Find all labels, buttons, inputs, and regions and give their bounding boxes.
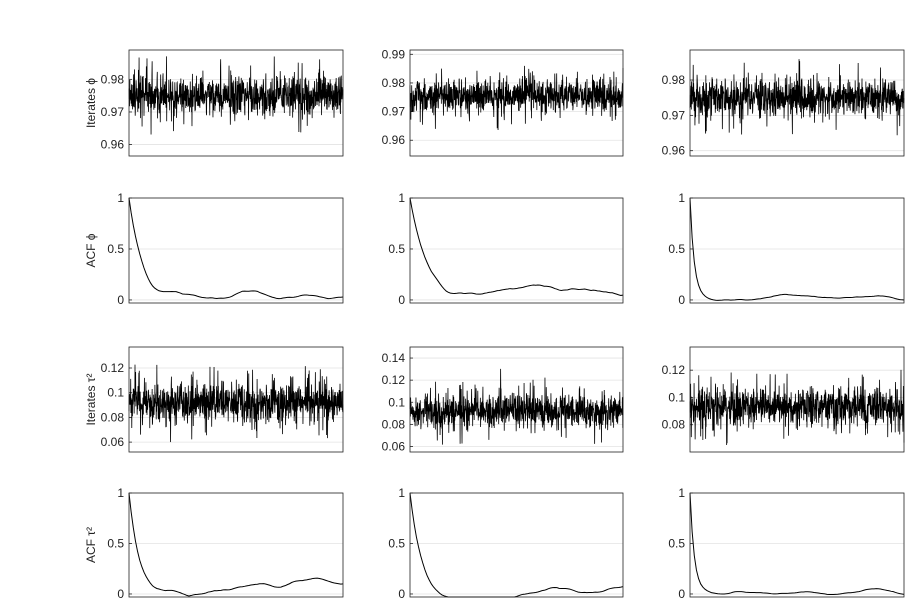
panel-r2c1-acf-series (128, 197, 344, 300)
panel-r1c1-ytick-label-0: 0.96 (101, 138, 125, 152)
panel-r4c2-ytick-label-2: 1 (398, 486, 405, 500)
panel-r1c2-ytick-label-3: 0.99 (382, 47, 406, 61)
panel-r3c2-axes-frame (409, 346, 624, 453)
panel-r2c1: 0 0.5 1 ACF ϕ (84, 191, 344, 307)
panel-r2c1-ytick-label-2: 1 (117, 191, 124, 205)
panel-r1c2-ytick-label-2: 0.98 (382, 76, 406, 90)
panel-r3c3: 0.08 0.1 0.12 (662, 346, 905, 453)
panel-r3c2-ytick-label-1: 0.08 (382, 417, 406, 431)
panel-r1c2: 0.96 0.97 0.98 0.99 (382, 47, 624, 157)
panel-r1c2-axes-frame (409, 49, 624, 157)
panel-r1c1-axes-frame (128, 49, 344, 157)
panel-r2c3-axes-frame (689, 197, 905, 304)
panel-r4c1-axes-frame (128, 492, 344, 598)
panel-r2c2-ytick-label-2: 1 (398, 191, 405, 205)
panel-r4c3-ytick-label-1: 0.5 (668, 536, 685, 550)
panel-r2c3: 00.51 (668, 191, 905, 307)
panel-r3c2: 0.06 0.08 0.1 0.12 0.14 (382, 346, 624, 453)
panel-r1c3-trace-series (689, 59, 905, 136)
panel-r1c1-ytick-label-2: 0.98 (101, 72, 125, 86)
panel-r4c1-ylabel: ACF τ² (84, 527, 98, 563)
panel-r1c1-trace-series (128, 56, 344, 135)
panel-r3c3-ytick-label-2: 0.12 (662, 363, 686, 377)
panel-r4c2: 00.51 (388, 486, 624, 601)
panel-r1c2-ytick-label-1: 0.97 (382, 105, 406, 119)
panel-r4c1-ytick-label-0: 0 (117, 587, 124, 601)
panel-r3c2-ytick-label-0: 0.06 (382, 439, 406, 453)
panel-r2c1-ytick-label-1: 0.5 (107, 242, 124, 256)
panel-r3c3-axes-frame (689, 346, 905, 453)
panel-r4c1: 0 0.5 1 ACF τ² (84, 486, 344, 601)
panel-r2c2-ytick-label-0: 0 (398, 293, 405, 307)
panel-r2c2: 00.51 (388, 191, 624, 307)
panel-r2c2-axes-frame (409, 197, 624, 304)
panel-r3c1-ytick-label-0: 0.06 (101, 435, 125, 449)
panel-r2c1-ylabel: ACF ϕ (84, 233, 98, 267)
panel-r3c2-trace-series (409, 368, 624, 445)
panel-r1c3-ytick-label-0: 0.96 (662, 144, 686, 158)
panel-r1c2-ytick-label-0: 0.96 (382, 133, 406, 147)
panel-r4c2-ytick-label-0: 0 (398, 587, 405, 601)
panel-r4c1-ytick-label-1: 0.5 (107, 536, 124, 550)
panel-r3c2-ytick-label-4: 0.14 (382, 351, 406, 365)
panel-r3c1-ylabel: Iterates τ² (84, 373, 98, 425)
panel-r4c3-ytick-label-2: 1 (678, 486, 685, 500)
panel-r4c2-ytick-label-1: 0.5 (388, 536, 405, 550)
panel-r2c1-axes-frame (128, 197, 344, 304)
panel-r1c3-ytick-label-2: 0.98 (662, 73, 686, 87)
panel-r3c2-ytick-label-2: 0.1 (388, 395, 405, 409)
panel-r3c1-ytick-label-3: 0.12 (101, 361, 125, 375)
panel-r2c2-acf-series (409, 197, 624, 296)
panel-r4c3-axes-frame (689, 492, 905, 598)
panel-r4c2-acf-series (409, 492, 624, 598)
panel-r3c1-ytick-label-1: 0.08 (101, 410, 125, 424)
panel-r2c3-ytick-label-1: 0.5 (668, 242, 685, 256)
panel-r1c3-ytick-label-1: 0.97 (662, 108, 686, 122)
panel-r1c1-ylabel: Iterates ϕ (84, 78, 98, 128)
panel-r4c3-acf-series (689, 492, 905, 596)
panel-r3c1-axes-frame (128, 346, 344, 453)
panel-r1c3: 0.96 0.97 0.98 (662, 49, 905, 158)
panel-r3c3-ytick-label-1: 0.1 (668, 390, 685, 404)
panel-r3c2-ytick-label-3: 0.12 (382, 373, 406, 387)
panel-r3c3-ytick-label-0: 0.08 (662, 418, 686, 432)
panel-r1c1-ytick-label-1: 0.97 (101, 105, 125, 119)
panel-r2c2-ytick-label-1: 0.5 (388, 242, 405, 256)
panel-r1c2-trace-series (409, 65, 624, 131)
panel-r1c3-axes-frame (689, 49, 905, 157)
panel-r3c1-ytick-label-2: 0.1 (107, 386, 124, 400)
panel-r4c3-ytick-label-0: 0 (678, 587, 685, 601)
panel-r4c2-axes-frame (409, 492, 624, 598)
panel-r4c3: 00.51 (668, 486, 905, 601)
panel-r2c3-ytick-label-2: 1 (678, 191, 685, 205)
panel-r2c3-acf-series (689, 197, 905, 301)
panel-r4c1-acf-series (128, 492, 344, 597)
panel-r3c3-trace-series (689, 369, 905, 446)
panel-r4c1-ytick-label-2: 1 (117, 486, 124, 500)
panel-r3c1-trace-series (128, 364, 344, 443)
panel-r2c3-ytick-label-0: 0 (678, 293, 685, 307)
panel-r2c1-ytick-label-0: 0 (117, 293, 124, 307)
